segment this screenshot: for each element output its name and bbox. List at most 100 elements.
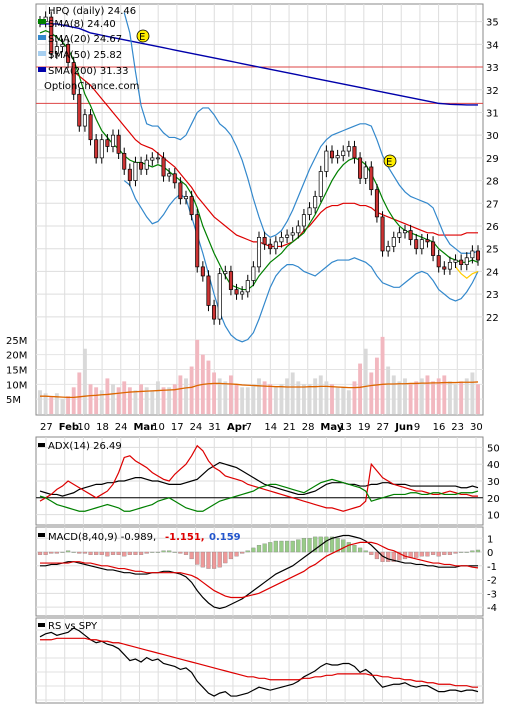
price-tick-label: 28 <box>486 177 499 188</box>
volume-bar <box>195 339 200 414</box>
candle-body <box>127 168 132 181</box>
macd-histogram-bar <box>414 551 419 558</box>
volume-bar <box>228 375 233 414</box>
macd-histogram-bar <box>419 551 424 557</box>
volume-bar <box>43 393 48 414</box>
candle-body <box>223 271 228 275</box>
volume-bar <box>88 384 93 414</box>
volume-bar <box>155 381 160 414</box>
volume-bar <box>341 387 346 414</box>
candle-body <box>279 237 284 243</box>
macd-histogram-bar <box>475 549 481 553</box>
candle-body <box>346 146 351 152</box>
volume-bar <box>358 363 363 414</box>
candle-body <box>335 155 340 159</box>
candle-body <box>414 239 419 250</box>
volume-bar <box>386 366 391 414</box>
macd-histogram-bar <box>77 551 82 554</box>
candle-body <box>77 93 82 127</box>
candle-body <box>363 166 368 179</box>
price-tick-label: 29 <box>486 154 499 165</box>
rs-line <box>40 637 478 688</box>
price-tick-label: 26 <box>486 222 499 233</box>
macd-histogram-bar <box>296 539 301 553</box>
candle-body <box>183 196 189 200</box>
chart-title: HPQ (daily) 24.46 <box>48 6 136 17</box>
earnings-marker: E <box>383 154 397 168</box>
volume-bar <box>111 384 115 414</box>
adx-tick-label: 50 <box>487 443 500 454</box>
macd-histogram-bar <box>391 551 396 562</box>
macd-histogram-bar <box>352 544 357 553</box>
macd-histogram-bar <box>273 540 278 553</box>
volume-bar <box>408 384 413 414</box>
volume-tick-label: 15M <box>6 366 27 377</box>
macd-histogram-bar <box>262 543 267 553</box>
earnings-marker: E <box>136 29 150 43</box>
candle-body <box>144 159 149 170</box>
candle-body <box>313 196 318 209</box>
macd-histogram-bar <box>442 551 447 555</box>
x-tick-label: 10 <box>152 422 165 433</box>
volume-bar <box>60 399 65 414</box>
volume-bar <box>307 384 312 414</box>
x-tick-label: 13 <box>339 422 352 433</box>
volume-bar <box>262 381 267 414</box>
volume-bar <box>324 381 329 414</box>
candle-body <box>155 157 160 160</box>
x-tick-label: 9 <box>414 422 420 433</box>
candle-body <box>436 255 441 268</box>
macd-histogram-bar <box>256 544 262 553</box>
volume-bar <box>268 384 273 414</box>
candle-body <box>318 171 323 197</box>
macd-histogram-bar <box>43 551 48 555</box>
volume-bar <box>459 381 464 414</box>
x-tick-label: Jun <box>394 422 413 433</box>
candle-body <box>133 162 138 181</box>
macd-histogram-bar <box>357 547 363 553</box>
candle-body <box>419 239 424 250</box>
candle-body <box>341 150 346 156</box>
volume-bar <box>464 378 469 414</box>
volume-bar <box>279 384 284 414</box>
volume-bar <box>290 372 295 414</box>
candle-body <box>369 166 374 191</box>
candle-body <box>54 46 59 54</box>
price-tick-label: 34 <box>486 40 499 51</box>
candle-body <box>82 114 87 127</box>
macd-histogram-bar <box>240 551 245 554</box>
macd-histogram-bar <box>268 542 273 553</box>
volume-bar <box>150 390 155 414</box>
candle-body <box>139 162 144 170</box>
candle-body <box>386 246 391 252</box>
volume-bar <box>442 375 447 414</box>
volume-bar <box>397 381 402 414</box>
candle-body <box>459 259 464 265</box>
volume-tick-label: 10M <box>6 380 27 391</box>
candle-body <box>105 139 110 147</box>
macd-histogram-bar <box>369 551 374 555</box>
macd-histogram-bar <box>464 551 469 553</box>
x-tick-label: 28 <box>302 422 315 433</box>
volume-bar <box>251 384 256 414</box>
candle-body <box>116 134 121 154</box>
macd-histogram-bar <box>54 551 59 554</box>
candle-body <box>228 271 233 290</box>
volume-bar <box>436 378 441 414</box>
price-tick-label: 33 <box>486 63 499 74</box>
volume-bar <box>431 381 436 414</box>
candle-body <box>256 237 262 268</box>
volume-bar <box>122 381 127 414</box>
macd-histogram-bar <box>279 540 284 553</box>
macd-histogram-bar <box>234 551 239 557</box>
volume-bar <box>172 384 177 414</box>
candle-body <box>99 139 104 159</box>
volume-bar <box>273 387 278 414</box>
macd-tick-label: -2 <box>487 576 497 587</box>
sma200-line <box>40 23 478 106</box>
macd-histogram-bar <box>430 551 436 555</box>
macd-histogram-bar <box>116 551 121 555</box>
macd-histogram-bar <box>94 551 99 555</box>
macd-histogram-bar <box>397 551 402 561</box>
macd-histogram-bar <box>313 536 318 553</box>
